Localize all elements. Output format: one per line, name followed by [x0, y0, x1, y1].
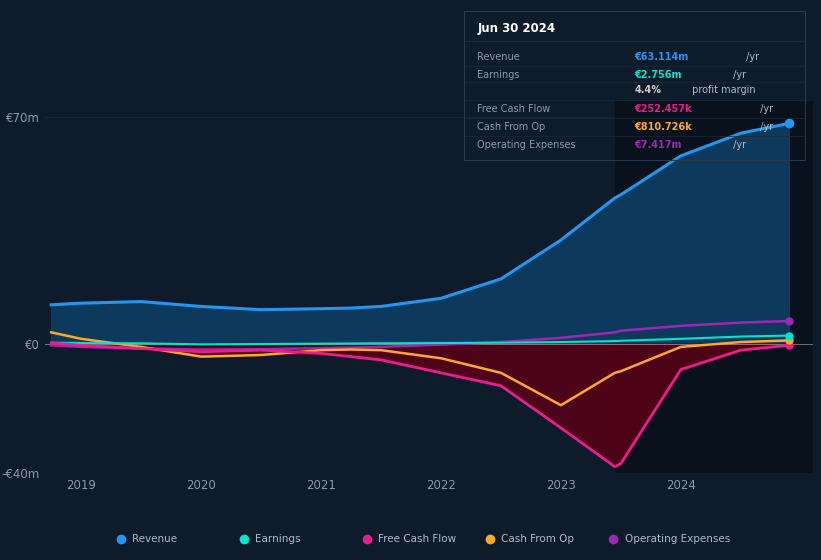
- Text: Cash From Op: Cash From Op: [478, 122, 546, 132]
- Text: /yr: /yr: [757, 104, 773, 114]
- Text: Free Cash Flow: Free Cash Flow: [378, 534, 456, 544]
- Bar: [615, 101, 813, 473]
- Text: profit margin: profit margin: [689, 85, 755, 95]
- Text: /yr: /yr: [730, 70, 745, 80]
- Text: €7.417m: €7.417m: [635, 140, 681, 150]
- Text: €2.756m: €2.756m: [635, 70, 681, 80]
- Text: Operating Expenses: Operating Expenses: [478, 140, 576, 150]
- Text: Jun 30 2024: Jun 30 2024: [478, 22, 556, 35]
- Text: Operating Expenses: Operating Expenses: [625, 534, 730, 544]
- Text: Revenue: Revenue: [478, 52, 521, 62]
- Text: Earnings: Earnings: [478, 70, 520, 80]
- Text: €63.114m: €63.114m: [635, 52, 689, 62]
- Text: /yr: /yr: [743, 52, 759, 62]
- Text: Revenue: Revenue: [132, 534, 177, 544]
- Text: Cash From Op: Cash From Op: [502, 534, 575, 544]
- Text: 4.4%: 4.4%: [635, 85, 661, 95]
- Text: Free Cash Flow: Free Cash Flow: [478, 104, 551, 114]
- Text: €810.726k: €810.726k: [635, 122, 692, 132]
- Text: Earnings: Earnings: [255, 534, 300, 544]
- Text: €252.457k: €252.457k: [635, 104, 692, 114]
- Text: /yr: /yr: [730, 140, 745, 150]
- Text: /yr: /yr: [757, 122, 773, 132]
